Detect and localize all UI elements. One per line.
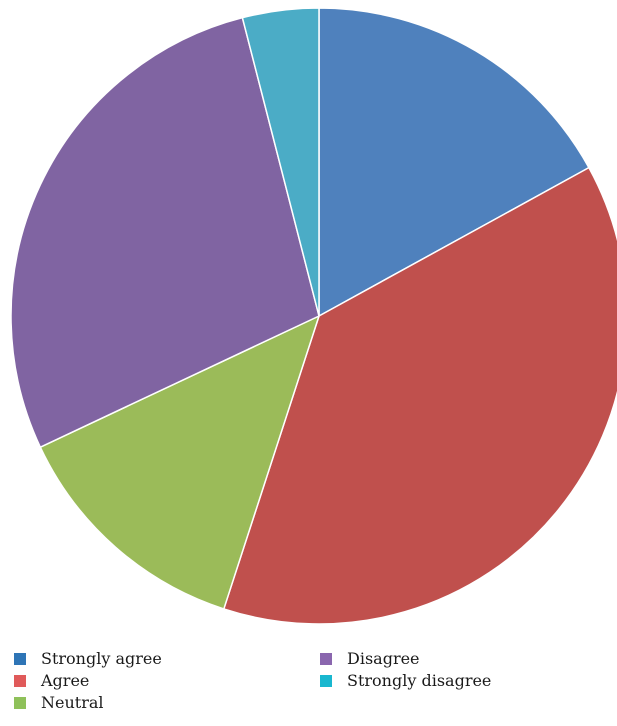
pie-slice-neutral: [39, 315, 320, 610]
legend-swatch-strongly-agree: [14, 653, 26, 665]
legend-item-agree: Agree: [14, 670, 89, 692]
legend-swatch-strongly-disagree: [320, 675, 332, 687]
pie-chart: [10, 7, 617, 625]
legend-swatch-agree: [14, 675, 26, 687]
legend-label-neutral: Neutral: [41, 693, 104, 712]
legend-label-strongly-disagree: Strongly disagree: [347, 671, 492, 690]
pie-slice-disagree: [10, 16, 320, 448]
pie-slice-strongly-agree: [318, 7, 590, 317]
chart-legend: Strongly agree Agree Neutral Disagree St…: [0, 646, 617, 726]
legend-item-strongly-disagree: Strongly disagree: [320, 670, 491, 692]
legend-swatch-neutral: [14, 697, 26, 709]
legend-item-disagree: Disagree: [320, 648, 420, 670]
legend-item-neutral: Neutral: [14, 692, 104, 714]
pie-slice-strongly-disagree: [241, 7, 320, 317]
legend-item-strongly-agree: Strongly agree: [14, 648, 162, 670]
legend-label-agree: Agree: [41, 671, 90, 690]
legend-label-strongly-agree: Strongly agree: [41, 649, 162, 668]
pie-slice-agree: [223, 166, 617, 625]
legend-swatch-disagree: [320, 653, 332, 665]
legend-label-disagree: Disagree: [347, 649, 420, 668]
